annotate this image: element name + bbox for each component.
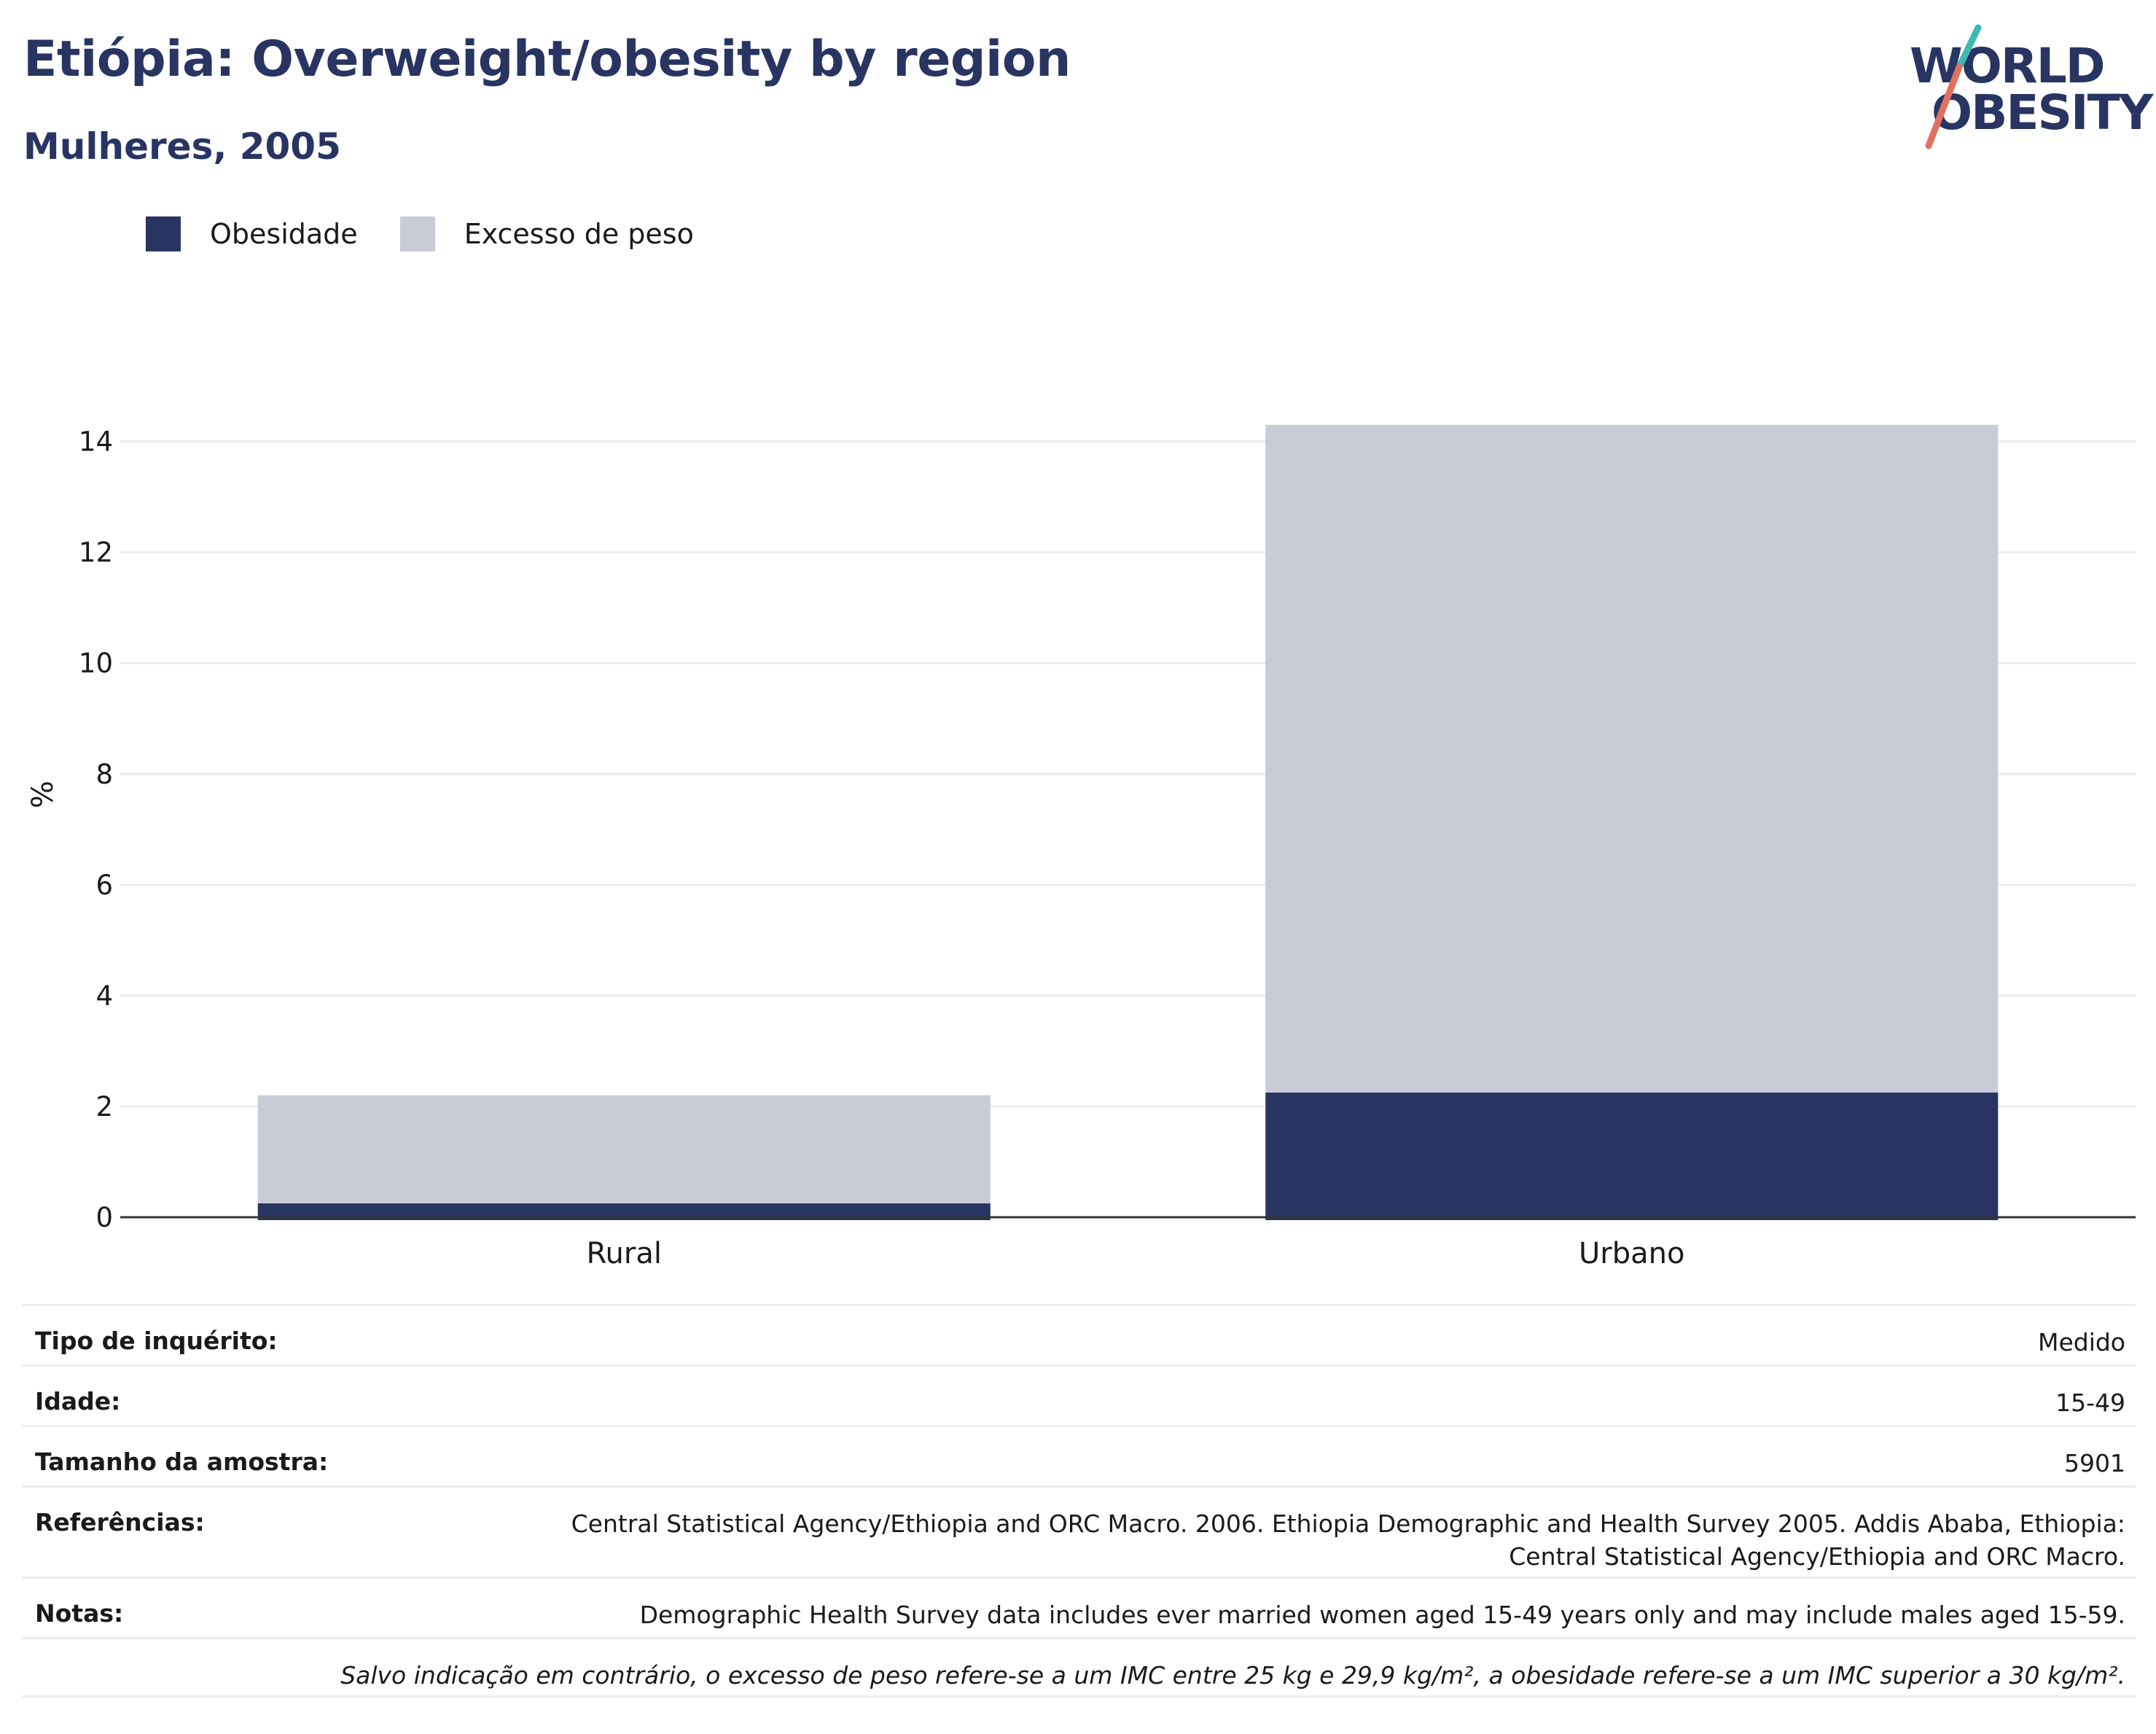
legend-swatch-obesity	[146, 216, 181, 251]
world-obesity-logo: WORLD OBESITY	[1908, 22, 2153, 153]
meta-label-sample-size: Tamanho da amostra:	[35, 1448, 329, 1476]
meta-label-survey-type: Tipo de inquérito:	[35, 1327, 278, 1355]
meta-footnote: Salvo indicação em contrário, o excesso …	[340, 1661, 2125, 1690]
x-tick-label-urbano: Urbano	[1579, 1237, 1684, 1270]
chart-title: Etiópia: Overweight/obesity by region	[23, 31, 1071, 88]
bar-urbano-obesity	[1265, 1092, 1999, 1220]
meta-value-sample-size: 5901	[2064, 1449, 2125, 1477]
y-tick-label-2: 2	[95, 1091, 113, 1122]
y-tick-label-10: 10	[79, 648, 113, 679]
chart-axes: 0 2 4 6 8 10 12 14% Rural Urbano	[26, 426, 2136, 1270]
y-tick-label-8: 8	[95, 759, 113, 790]
meta-row-survey-type: Tipo de inquérito: Medido	[22, 1304, 2136, 1364]
meta-row-references: Referências: Central Statistical Agency/…	[22, 1485, 2136, 1577]
meta-value-survey-type: Medido	[2037, 1328, 2125, 1356]
y-tick-label-0: 0	[95, 1202, 113, 1233]
y-tick-label-4: 4	[95, 980, 113, 1012]
y-tick-label-6: 6	[95, 870, 113, 901]
meta-row-sample-size: Tamanho da amostra: 5901	[22, 1425, 2136, 1485]
legend-label-overweight: Excesso de peso	[464, 218, 694, 250]
chart-bars	[257, 424, 1999, 1220]
meta-label-notes: Notas:	[35, 1599, 124, 1628]
bar-urbano-overweight	[1265, 424, 1999, 1093]
meta-value-references-line1: Central Statistical Agency/Ethiopia and …	[571, 1510, 2125, 1538]
meta-value-references: Central Statistical Agency/Ethiopia and …	[571, 1508, 2125, 1573]
logo-slash-icon	[1925, 24, 1982, 149]
meta-value-references-line2: Central Statistical Agency/Ethiopia and …	[1509, 1542, 2125, 1571]
y-axis-label: %	[26, 781, 60, 808]
chart-legend: Obesidade Excesso de peso	[146, 216, 736, 251]
logo-text-world: WORLD	[1910, 38, 2106, 94]
bar-rural-obesity	[257, 1203, 991, 1220]
chart-subtitle: Mulheres, 2005	[23, 125, 341, 168]
meta-label-age: Idade:	[35, 1387, 121, 1415]
legend-item-overweight[interactable]: Excesso de peso	[399, 216, 694, 251]
y-tick-label-14: 14	[79, 426, 113, 458]
meta-value-notes: Demographic Health Survey data includes …	[639, 1601, 2125, 1629]
y-tick-label-12: 12	[79, 537, 113, 569]
legend-label-obesity: Obesidade	[210, 218, 358, 250]
logo-text-obesity: OBESITY	[1932, 85, 2153, 141]
legend-swatch-overweight	[399, 216, 435, 251]
meta-row-notes: Notas: Demographic Health Survey data in…	[22, 1577, 2136, 1637]
meta-value-age: 15-49	[2055, 1389, 2125, 1417]
meta-row-footnote: Salvo indicação em contrário, o excesso …	[22, 1637, 2136, 1698]
bar-chart: 0 2 4 6 8 10 12 14% Rural Urbano	[26, 424, 2136, 1270]
bar-rural-overweight	[257, 1095, 991, 1203]
x-tick-label-rural: Rural	[587, 1237, 662, 1270]
legend-item-obesity[interactable]: Obesidade	[146, 216, 358, 251]
metadata-table: Tipo de inquérito: Medido Idade: 15-49 T…	[22, 1304, 2136, 1698]
meta-label-references: Referências:	[35, 1508, 205, 1536]
meta-row-age: Idade: 15-49	[22, 1364, 2136, 1425]
